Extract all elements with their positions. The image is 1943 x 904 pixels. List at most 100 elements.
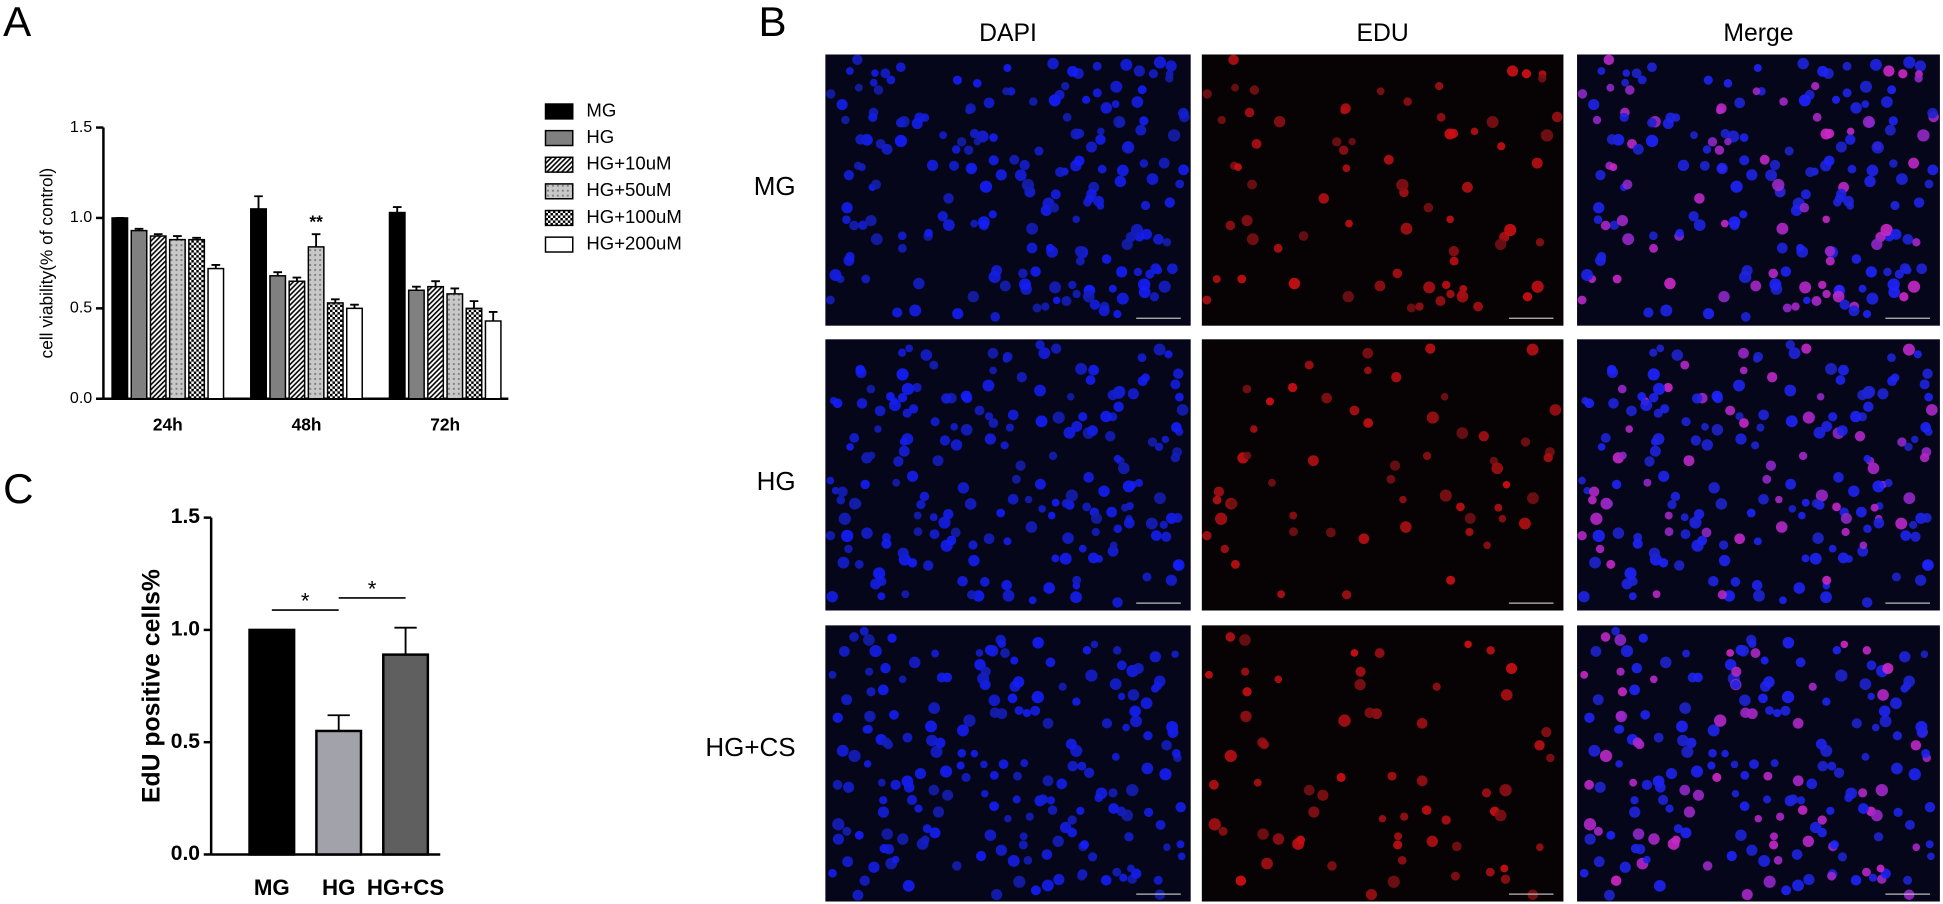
cell-nucleus <box>1912 843 1921 852</box>
cell-nucleus <box>1113 401 1124 412</box>
cell-nucleus <box>881 737 892 748</box>
cell-nucleus <box>1100 410 1112 423</box>
cell-nucleus <box>1145 269 1155 279</box>
cell-nucleus <box>1615 710 1628 723</box>
cell-nucleus <box>942 219 955 231</box>
cell-nucleus <box>901 590 910 599</box>
cell-nucleus <box>1801 343 1812 354</box>
cell-nucleus <box>1593 826 1603 836</box>
cell-nucleus <box>1647 368 1660 381</box>
cell-nucleus <box>1746 508 1756 518</box>
cell-nucleus <box>1712 772 1722 783</box>
cell-nucleus <box>1768 268 1779 279</box>
cell-nucleus <box>1863 401 1874 412</box>
legend-swatch <box>544 156 574 173</box>
cell-nucleus <box>826 476 835 485</box>
cell-nucleus <box>1890 228 1902 240</box>
cell-nucleus <box>826 590 838 603</box>
cell-nucleus <box>1595 544 1605 554</box>
cell-nucleus <box>1884 124 1896 136</box>
cell-nucleus <box>1899 292 1909 302</box>
cell-nucleus <box>1130 223 1144 237</box>
cell-nucleus <box>1895 517 1908 530</box>
cell-nucleus <box>1116 164 1129 177</box>
cell-nucleus <box>929 529 940 540</box>
cell-nucleus <box>1600 433 1611 443</box>
bar <box>346 307 363 400</box>
cell-nucleus <box>1701 423 1709 431</box>
cell-nucleus <box>1795 657 1806 668</box>
cell-nucleus <box>1087 425 1098 437</box>
cell-nucleus <box>930 745 943 758</box>
cell-nucleus <box>1833 767 1845 778</box>
cell-nucleus <box>1158 157 1170 169</box>
cell-nucleus <box>1022 708 1032 718</box>
cell-nucleus <box>1735 829 1747 841</box>
cell-nucleus <box>1127 864 1135 873</box>
cell-nucleus <box>1202 89 1212 99</box>
cell-nucleus <box>1864 175 1876 188</box>
cell-nucleus <box>1753 355 1761 363</box>
cell-nucleus <box>1171 422 1182 433</box>
cell-nucleus <box>1604 499 1613 509</box>
cell-nucleus <box>1637 392 1647 401</box>
cell-nucleus <box>1724 137 1732 146</box>
x-tick-label: 48h <box>292 415 322 435</box>
cell-nucleus <box>1446 289 1455 299</box>
cell-nucleus <box>1588 98 1600 111</box>
bar <box>382 653 430 856</box>
cell-nucleus <box>939 435 951 446</box>
cell-nucleus <box>1739 418 1749 428</box>
cell-nucleus <box>1478 431 1490 442</box>
cell-nucleus <box>890 779 901 790</box>
cell-nucleus <box>1531 157 1543 169</box>
cell-nucleus <box>1857 545 1869 557</box>
cell-nucleus <box>852 54 863 66</box>
cell-nucleus <box>1010 656 1019 665</box>
cell-nucleus <box>1202 530 1212 541</box>
cell-nucleus <box>1059 821 1072 834</box>
cell-nucleus <box>970 219 978 228</box>
cell-nucleus <box>1752 87 1761 96</box>
cell-nucleus <box>1052 296 1061 305</box>
cell-nucleus <box>1577 295 1587 305</box>
cell-nucleus <box>1690 131 1698 140</box>
cell-nucleus <box>861 527 873 539</box>
cell-nucleus <box>1707 761 1716 770</box>
cell-nucleus <box>1237 274 1247 284</box>
cell-nucleus <box>1876 864 1885 873</box>
cell-nucleus <box>1658 794 1669 806</box>
cell-nucleus <box>1606 559 1616 569</box>
cell-nucleus <box>1085 669 1098 682</box>
cell-nucleus <box>1018 268 1028 279</box>
cell-nucleus <box>1041 849 1053 860</box>
cell-nucleus <box>1878 705 1891 717</box>
panel-label: B <box>759 0 787 45</box>
cell-nucleus <box>1374 280 1386 292</box>
cell-nucleus <box>1062 532 1074 544</box>
cell-nucleus <box>1888 116 1898 126</box>
cell-nucleus <box>1835 141 1847 153</box>
cell-nucleus <box>1641 779 1652 790</box>
cell-nucleus <box>974 405 985 416</box>
bar <box>446 293 464 400</box>
cell-nucleus <box>1089 299 1100 310</box>
cell-nucleus <box>1701 527 1712 538</box>
cell-nucleus <box>1593 856 1605 868</box>
cell-nucleus <box>1802 835 1814 848</box>
cell-nucleus <box>1019 159 1030 171</box>
cell-nucleus <box>1883 65 1895 77</box>
cell-nucleus <box>1170 452 1181 463</box>
cell-nucleus <box>1632 737 1643 748</box>
cell-nucleus <box>1854 431 1866 442</box>
cell-nucleus <box>1919 452 1930 463</box>
cell-nucleus <box>1116 660 1127 671</box>
cell-nucleus <box>1051 498 1060 507</box>
bar <box>269 275 287 400</box>
cell-nucleus <box>1175 801 1186 813</box>
cell-nucleus <box>881 538 892 549</box>
cell-nucleus <box>1153 343 1166 356</box>
cell-nucleus <box>1019 278 1031 291</box>
cell-nucleus <box>1396 178 1409 192</box>
cell-nucleus <box>1798 511 1806 520</box>
